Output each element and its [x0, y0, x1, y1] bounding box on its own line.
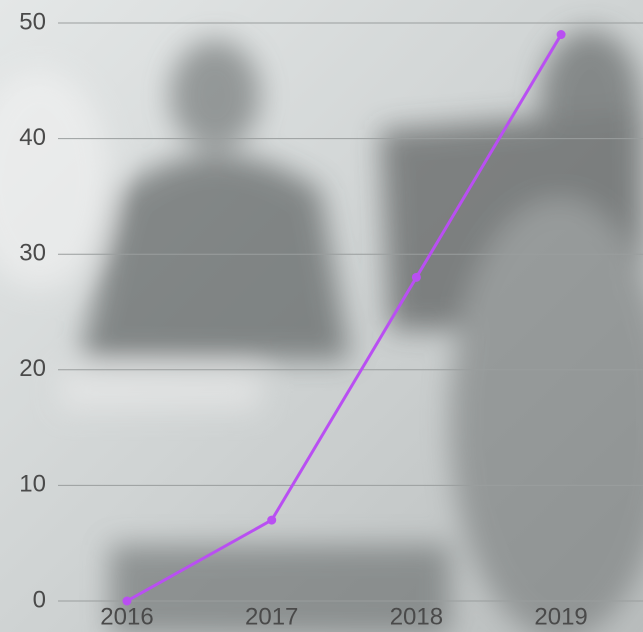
- y-tick-label: 10: [19, 471, 46, 498]
- y-tick-label: 40: [19, 124, 46, 151]
- x-tick-label: 2019: [534, 603, 587, 630]
- x-tick-label: 2016: [100, 603, 153, 630]
- y-tick-label: 50: [19, 8, 46, 35]
- x-tick-label: 2018: [390, 603, 443, 630]
- point: [122, 596, 132, 606]
- point: [267, 515, 277, 525]
- y-tick-label: 20: [19, 355, 46, 382]
- point: [411, 272, 421, 282]
- y-tick-label: 30: [19, 240, 46, 267]
- y-tick-label: 0: [33, 586, 46, 613]
- x-tick-label: 2017: [245, 603, 298, 630]
- line: [126, 33, 563, 603]
- point: [556, 30, 566, 40]
